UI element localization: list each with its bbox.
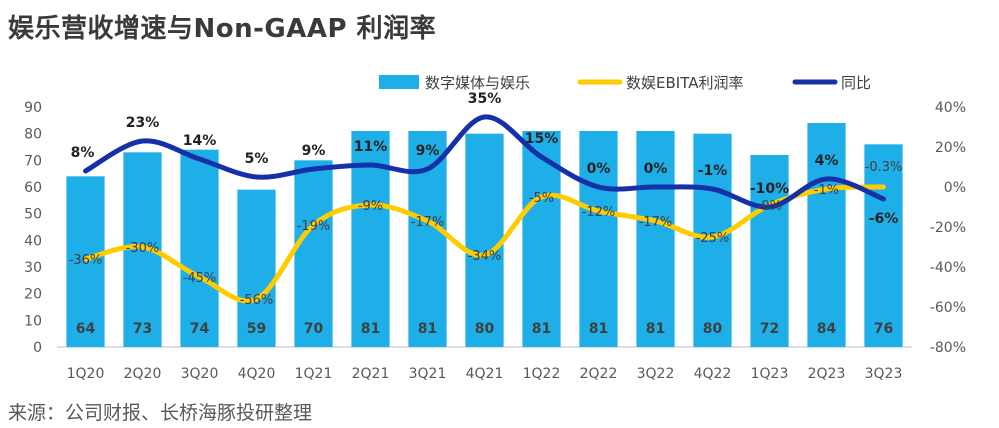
bar: [579, 131, 618, 347]
x-tick-label: 2Q22: [580, 366, 618, 382]
x-tick-label: 3Q23: [865, 366, 903, 382]
bar: [636, 131, 675, 347]
y-right-tick-label: -80%: [930, 340, 966, 356]
bar-value-label: 84: [817, 321, 837, 337]
x-tick-label: 2Q23: [808, 366, 846, 382]
y-left-tick-label: 80: [24, 127, 42, 143]
y-right-tick-label: -40%: [930, 260, 966, 276]
legend-label-bar: 数字媒体与娱乐: [425, 74, 530, 92]
margin-data-label: -9%: [757, 199, 782, 214]
bar: [66, 176, 105, 347]
y-left-tick-label: 10: [24, 313, 42, 329]
x-tick-label: 1Q20: [67, 366, 105, 382]
y-left-tick-label: 20: [24, 287, 42, 303]
bar: [408, 131, 447, 347]
y-left-tick-label: 90: [24, 100, 42, 116]
bar-value-label: 76: [874, 321, 893, 337]
x-tick-label: 2Q21: [352, 366, 390, 382]
bar: [864, 144, 903, 347]
yoy-data-label: 23%: [126, 115, 160, 131]
bar-value-label: 81: [532, 321, 551, 337]
bar-value-label: 64: [76, 321, 96, 337]
y-right-tick-label: 20%: [935, 140, 966, 156]
y-left-tick-label: 70: [24, 153, 42, 169]
source-note: 来源：公司财报、长桥海豚投研整理: [8, 402, 313, 424]
margin-data-label: -17%: [639, 215, 673, 230]
bar-value-label: 81: [646, 321, 665, 337]
legend-label-yoy: 同比: [841, 74, 871, 92]
x-tick-label: 4Q21: [466, 366, 504, 382]
x-tick-label: 3Q20: [181, 366, 219, 382]
margin-data-label: -34%: [468, 249, 502, 264]
x-tick-label: 4Q22: [694, 366, 732, 382]
bar-value-label: 70: [304, 321, 324, 337]
y-left-tick-label: 40: [24, 233, 42, 249]
yoy-data-label: 9%: [416, 143, 440, 159]
y-right-tick-label: 0%: [944, 180, 966, 196]
legend-swatch-bar: [379, 75, 419, 89]
bar-value-label: 81: [361, 321, 380, 337]
margin-data-label: -5%: [529, 191, 554, 206]
yoy-data-label: 0%: [644, 161, 668, 177]
margin-data-label: -0.3%: [865, 160, 903, 175]
x-tick-label: 3Q21: [409, 366, 447, 382]
y-right-tick-label: 40%: [935, 100, 966, 116]
x-tick-label: 2Q20: [124, 366, 162, 382]
bar-value-label: 59: [247, 321, 266, 337]
yoy-data-label: -10%: [750, 181, 789, 197]
bar-value-label: 72: [760, 321, 779, 337]
margin-line: [83, 184, 886, 304]
bar-value-label: 73: [133, 321, 152, 337]
x-tick-label: 1Q22: [523, 366, 561, 382]
margin-data-label: -56%: [240, 293, 274, 308]
x-tick-label: 3Q22: [637, 366, 675, 382]
y-left-tick-label: 0: [33, 340, 42, 356]
margin-data-label: -17%: [411, 215, 445, 230]
y-left-tick-label: 30: [24, 260, 42, 276]
bar-value-label: 80: [703, 321, 723, 337]
bar: [294, 160, 333, 347]
yoy-data-label: 9%: [302, 143, 326, 159]
x-tick-label: 1Q21: [295, 366, 333, 382]
bar: [807, 123, 846, 347]
bar: [237, 189, 276, 347]
margin-data-label: -12%: [582, 205, 616, 220]
y-right-tick-label: -60%: [930, 300, 966, 316]
y-right-tick-label: -20%: [930, 220, 966, 236]
bar-value-label: 74: [190, 321, 210, 337]
margin-data-label: -25%: [696, 231, 730, 246]
yoy-data-label: 0%: [587, 161, 611, 177]
margin-data-label: -1%: [814, 183, 839, 198]
margin-data-label: -30%: [126, 241, 160, 256]
yoy-data-label: -1%: [698, 163, 728, 179]
y-left-tick-label: 50: [24, 207, 42, 223]
bar-value-label: 81: [589, 321, 608, 337]
yoy-data-label: 14%: [183, 133, 217, 149]
bar: [180, 149, 219, 347]
yoy-data-label: 15%: [525, 131, 559, 147]
x-tick-label: 4Q20: [238, 366, 276, 382]
margin-data-label: -9%: [358, 199, 383, 214]
bar: [693, 133, 732, 347]
x-tick-label: 1Q23: [751, 366, 789, 382]
yoy-data-label: -6%: [869, 211, 899, 227]
margin-data-label: -36%: [69, 253, 103, 268]
yoy-data-label: 35%: [468, 91, 502, 107]
legend-label-margin: 数娱EBITA利润率: [626, 74, 743, 92]
margin-data-label: -19%: [297, 219, 331, 234]
bar: [465, 133, 504, 347]
margin-data-label: -45%: [183, 271, 217, 286]
yoy-data-label: 5%: [245, 151, 269, 167]
bar: [750, 155, 789, 347]
yoy-data-label: 8%: [71, 145, 95, 161]
bar-value-label: 81: [418, 321, 437, 337]
chart-title: 娱乐营收增速与Non-GAAP 利润率: [8, 14, 437, 44]
y-left-tick-label: 60: [24, 180, 42, 196]
legend: 数字媒体与娱乐 数娱EBITA利润率 同比: [379, 74, 871, 92]
yoy-data-label: 4%: [815, 153, 839, 169]
yoy-line: [83, 114, 886, 210]
bar-value-label: 80: [475, 321, 495, 337]
yoy-data-label: 11%: [354, 139, 388, 155]
